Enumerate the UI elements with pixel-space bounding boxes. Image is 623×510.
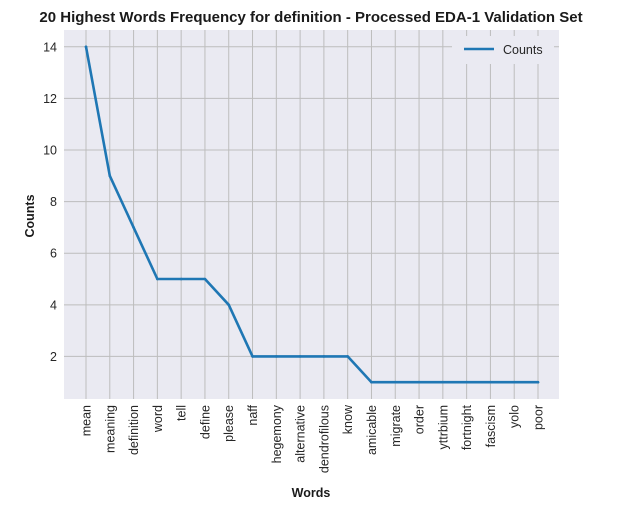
x-tick-label: poor <box>532 405 546 430</box>
x-tick-label: hegemony <box>270 404 284 463</box>
x-tick-label: know <box>341 404 355 434</box>
data-point <box>417 380 421 384</box>
data-point <box>489 380 492 384</box>
y-tick-label: 10 <box>43 143 57 157</box>
series-layer <box>84 45 540 384</box>
y-tick-label: 14 <box>43 40 57 54</box>
x-tick-label: alternative <box>294 405 308 463</box>
data-point <box>203 277 207 281</box>
data-point <box>536 380 540 384</box>
data-point <box>465 380 468 384</box>
x-tick-label: yolo <box>508 405 522 428</box>
x-tick-label: migrate <box>389 405 403 447</box>
data-point <box>227 303 231 307</box>
data-point <box>251 355 254 358</box>
data-point <box>393 380 397 384</box>
data-point <box>275 355 278 358</box>
legend-label: Counts <box>503 43 543 57</box>
data-point <box>108 174 112 178</box>
data-point <box>298 355 302 358</box>
y-axis-label: Counts <box>23 194 37 237</box>
x-tick-label: meaning <box>103 405 117 453</box>
data-point <box>179 277 183 281</box>
data-point <box>441 380 445 384</box>
x-tick-label: please <box>222 405 236 442</box>
data-point <box>156 277 159 281</box>
x-tick-label: order <box>413 405 427 434</box>
y-tick-label: 6 <box>50 247 57 261</box>
x-axis-ticks: mean meaning definition word tell define pleas… <box>80 404 546 473</box>
x-tick-label: mean <box>80 405 94 436</box>
x-axis-label: Words <box>292 486 331 500</box>
x-tick-label: dendrofilous <box>317 405 331 473</box>
x-tick-label: fortnight <box>460 404 474 450</box>
x-tick-label: define <box>198 405 212 439</box>
x-tick-label: amicable <box>365 405 379 455</box>
data-point <box>322 355 326 358</box>
legend: Counts <box>452 36 554 64</box>
chart-title: 20 Highest Words Frequency for definitio… <box>39 9 582 26</box>
y-tick-label: 2 <box>50 350 57 364</box>
y-tick-label: 8 <box>50 195 57 209</box>
y-tick-label: 4 <box>50 298 57 312</box>
data-point <box>512 380 516 384</box>
y-tick-label: 12 <box>43 92 57 106</box>
data-point <box>84 45 88 49</box>
grid-lines <box>64 30 559 399</box>
x-tick-label: naff <box>246 404 260 425</box>
x-tick-label: yttrbium <box>436 405 450 449</box>
x-tick-label: word <box>151 405 165 433</box>
y-axis-ticks: 2 4 6 8 10 12 14 <box>43 40 57 364</box>
data-point <box>346 355 349 358</box>
x-tick-label: fascism <box>484 405 498 447</box>
x-tick-label: definition <box>127 405 141 455</box>
x-tick-label: tell <box>175 405 189 421</box>
data-point <box>370 380 373 384</box>
data-point <box>132 226 135 229</box>
plot-area <box>64 30 559 399</box>
series-line-counts <box>84 45 540 384</box>
